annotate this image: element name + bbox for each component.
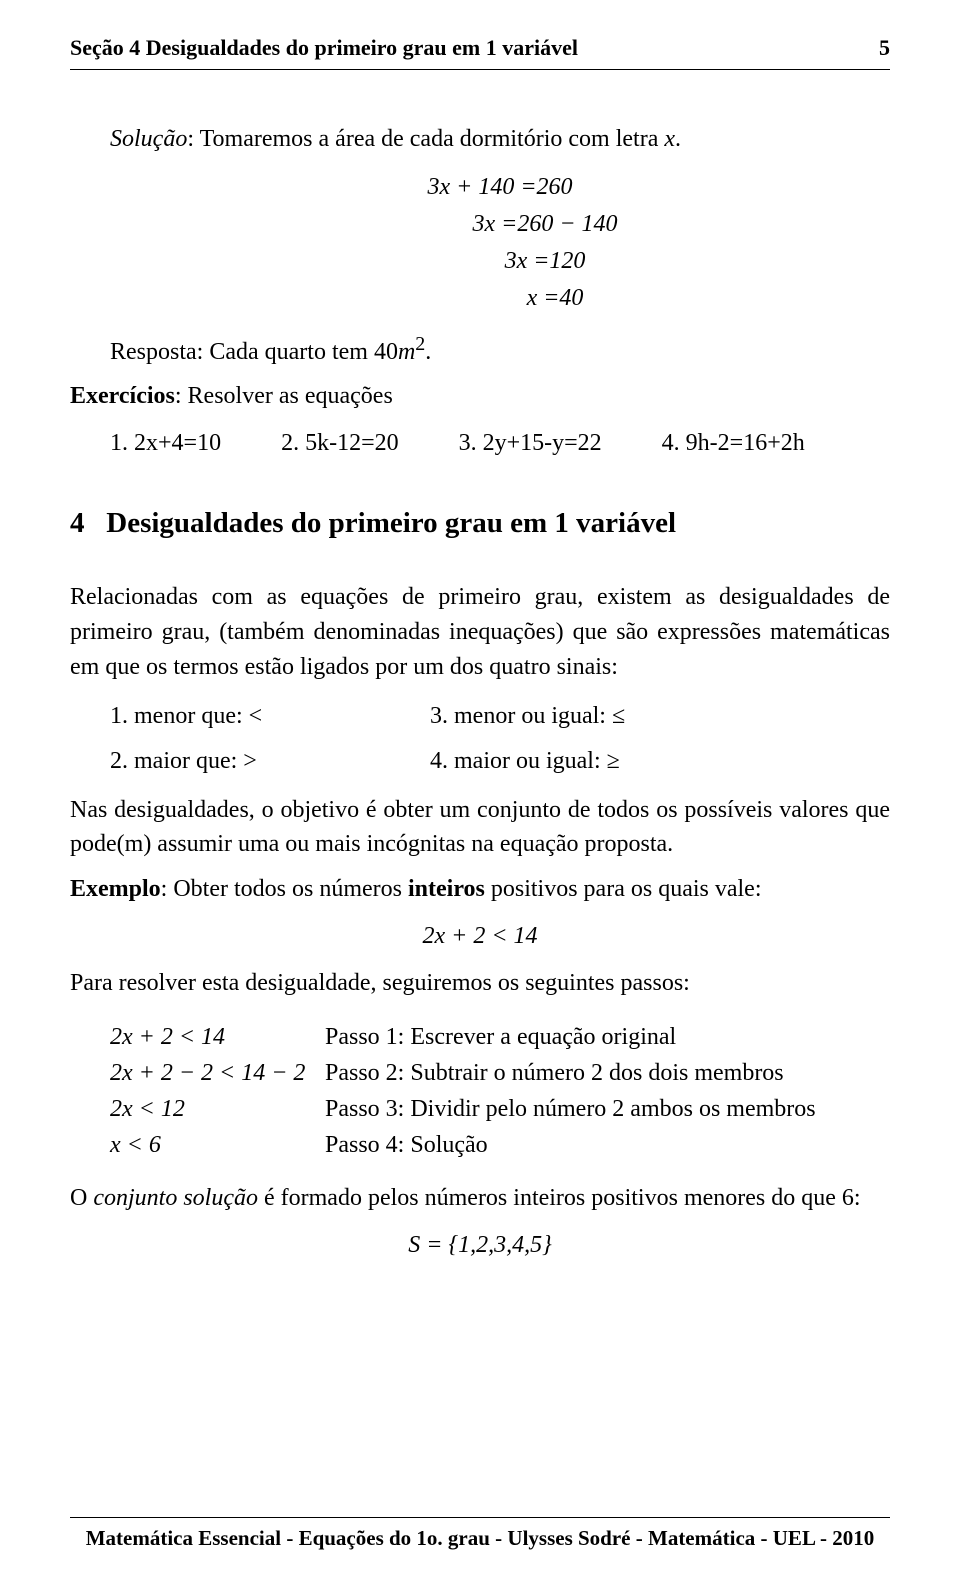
exercise-4: 4. 9h-2=16+2h <box>662 430 805 457</box>
sign-ge: 4. maior ou igual: ≥ <box>430 748 620 775</box>
section-name: Desigualdades do primeiro grau em 1 vari… <box>106 507 676 539</box>
conjunto-line: O conjunto solução é formado pelos númer… <box>70 1181 890 1216</box>
section-title: 4 Desigualdades do primeiro grau em 1 va… <box>70 507 890 540</box>
objetivo-paragraph: Nas desigualdades, o objetivo é obter um… <box>70 793 890 863</box>
exercise-1: 1. 2x+4=10 <box>110 430 221 457</box>
resposta-post: . <box>425 339 431 365</box>
content: Solução: Tomaremos a área de cada dormit… <box>70 122 890 1517</box>
resolver-line: Para resolver esta desigualdade, seguire… <box>70 966 890 1001</box>
step-4-text: Passo 4: Solução <box>325 1127 890 1163</box>
exemplo-bold: inteiros <box>408 876 485 902</box>
solucao-label: Solução <box>110 126 187 152</box>
solucao-period: . <box>675 126 681 152</box>
section-number: 4 <box>70 507 85 539</box>
resposta-line: Resposta: Cada quarto tem 40m2. <box>70 330 890 370</box>
sign-gt: 2. maior que: > <box>110 748 430 775</box>
exercicios-label: Exercícios <box>70 383 175 409</box>
conj-post: é formado pelos números inteiros positiv… <box>258 1185 861 1211</box>
conj-pre: O <box>70 1185 93 1211</box>
rel-paragraph: Relacionadas com as equações de primeiro… <box>70 580 890 684</box>
resposta-sup: 2 <box>415 333 425 355</box>
step-2-eq: 2x + 2 − 2 < 14 − 2 <box>110 1055 325 1091</box>
signs-row-1: 1. menor que: < 3. menor ou igual: ≤ <box>110 703 890 730</box>
exemplo-pre: : Obter todos os números <box>161 876 408 902</box>
step-1-eq: 2x + 2 < 14 <box>110 1019 325 1055</box>
header-page-number: 5 <box>879 35 890 61</box>
exercicios-line: Exercícios: Resolver as equações <box>70 379 890 414</box>
exemplo-line: Exemplo: Obter todos os números inteiros… <box>70 872 890 907</box>
solucao-text: : Tomaremos a área de cada dormitório co… <box>187 126 664 152</box>
exercise-row: 1. 2x+4=10 2. 5k-12=20 3. 2y+15-y=22 4. … <box>110 430 890 457</box>
solucao-var: x <box>664 126 675 152</box>
resposta-pre: Resposta: Cada quarto tem 40 <box>110 339 398 365</box>
step-4-eq: x < 6 <box>110 1127 325 1163</box>
page-footer: Matemática Essencial - Equações do 1o. g… <box>70 1517 890 1551</box>
signs-row-2: 2. maior que: > 4. maior ou igual: ≥ <box>110 748 890 775</box>
page-header: Seção 4 Desigualdades do primeiro grau e… <box>70 35 890 70</box>
conj-ital: conjunto solução <box>93 1185 258 1211</box>
eq-line-3: 3x =120 <box>505 248 586 274</box>
exercise-2: 2. 5k-12=20 <box>281 430 399 457</box>
solucao-line: Solução: Tomaremos a área de cada dormit… <box>70 122 890 157</box>
exemplo-label: Exemplo <box>70 876 161 902</box>
equation-block: 3x + 140 =260 3x =260 − 140 3x =120 x =4… <box>70 169 890 318</box>
sign-lt: 1. menor que: < <box>110 703 430 730</box>
eq-line-2: 3x =260 − 140 <box>472 211 617 237</box>
resposta-m: m <box>398 339 415 365</box>
step-2-text: Passo 2: Subtrair o número 2 dos dois me… <box>325 1055 890 1091</box>
sign-le: 3. menor ou igual: ≤ <box>430 703 625 730</box>
center-inequality: 2x + 2 < 14 <box>70 923 890 950</box>
eq-line-1: 3x + 140 =260 <box>427 174 572 200</box>
exercise-3: 3. 2y+15-y=22 <box>459 430 602 457</box>
eq-line-4: x =40 <box>527 285 584 311</box>
header-left: Seção 4 Desigualdades do primeiro grau e… <box>70 35 578 61</box>
exercicios-text: : Resolver as equações <box>175 383 393 409</box>
exemplo-post: positivos para os quais vale: <box>485 876 762 902</box>
step-3-text: Passo 3: Dividir pelo número 2 ambos os … <box>325 1091 890 1127</box>
solution-set: S = {1,2,3,4,5} <box>70 1232 890 1259</box>
steps-table: 2x + 2 < 14 Passo 1: Escrever a equação … <box>110 1019 890 1163</box>
step-1-text: Passo 1: Escrever a equação original <box>325 1019 890 1055</box>
step-3-eq: 2x < 12 <box>110 1091 325 1127</box>
